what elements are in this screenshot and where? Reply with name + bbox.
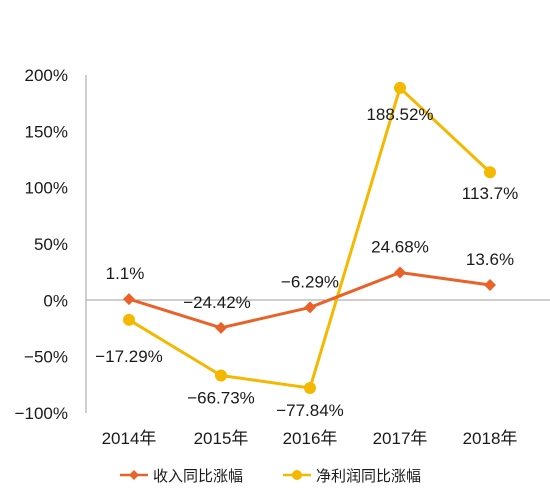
x-tick-label: 2016年 — [283, 429, 338, 448]
y-tick-label: 200% — [25, 66, 68, 85]
x-tick-label: 2014年 — [102, 429, 157, 448]
legend-marker — [292, 470, 302, 480]
data-point — [394, 266, 406, 279]
data-label: 113.7% — [462, 184, 518, 203]
x-tick-label: 2017年 — [373, 429, 428, 448]
y-tick-label: 0% — [43, 291, 68, 310]
data-point — [304, 301, 316, 314]
data-label: 24.68% — [371, 238, 429, 257]
y-tick-label: −100% — [15, 404, 68, 423]
data-point — [304, 382, 316, 395]
data-label: 1.1% — [106, 264, 145, 283]
legend-label: 净利润同比涨幅 — [316, 468, 421, 485]
data-label: −66.73% — [187, 389, 255, 408]
y-tick-label: −50% — [24, 348, 68, 367]
y-axis: 200% 150% 100% 50% 0% −50% −100% — [15, 66, 87, 423]
data-point — [215, 321, 227, 334]
data-label: 13.6% — [466, 250, 514, 269]
data-point — [123, 293, 135, 306]
legend-marker — [129, 470, 139, 480]
legend-label: 收入同比涨幅 — [153, 468, 243, 485]
data-label: 188.52% — [366, 105, 433, 124]
data-point — [484, 279, 496, 292]
y-tick-label: 50% — [34, 235, 68, 254]
y-tick-label: 100% — [25, 179, 68, 198]
data-label: −77.84% — [276, 401, 344, 420]
data-labels: −17.29% −66.73% −77.84% 188.52% 113.7% 1.1% −2… — [95, 105, 518, 420]
y-tick-label: 150% — [25, 122, 68, 141]
data-point — [394, 81, 406, 94]
data-label: −24.42% — [183, 293, 251, 312]
series-line — [128, 86, 492, 390]
series-group — [123, 81, 496, 395]
data-point — [123, 313, 135, 326]
x-tick-label: 2015年 — [194, 429, 249, 448]
data-point — [215, 369, 227, 382]
data-point — [484, 166, 496, 179]
data-label: −6.29% — [281, 272, 339, 291]
x-axis: 2014年 2015年 2016年 2017年 2018年 — [86, 299, 550, 448]
data-label: −17.29% — [95, 347, 163, 366]
legend: 收入同比涨幅 净利润同比涨幅 — [120, 468, 421, 485]
x-tick-label: 2018年 — [463, 429, 518, 448]
